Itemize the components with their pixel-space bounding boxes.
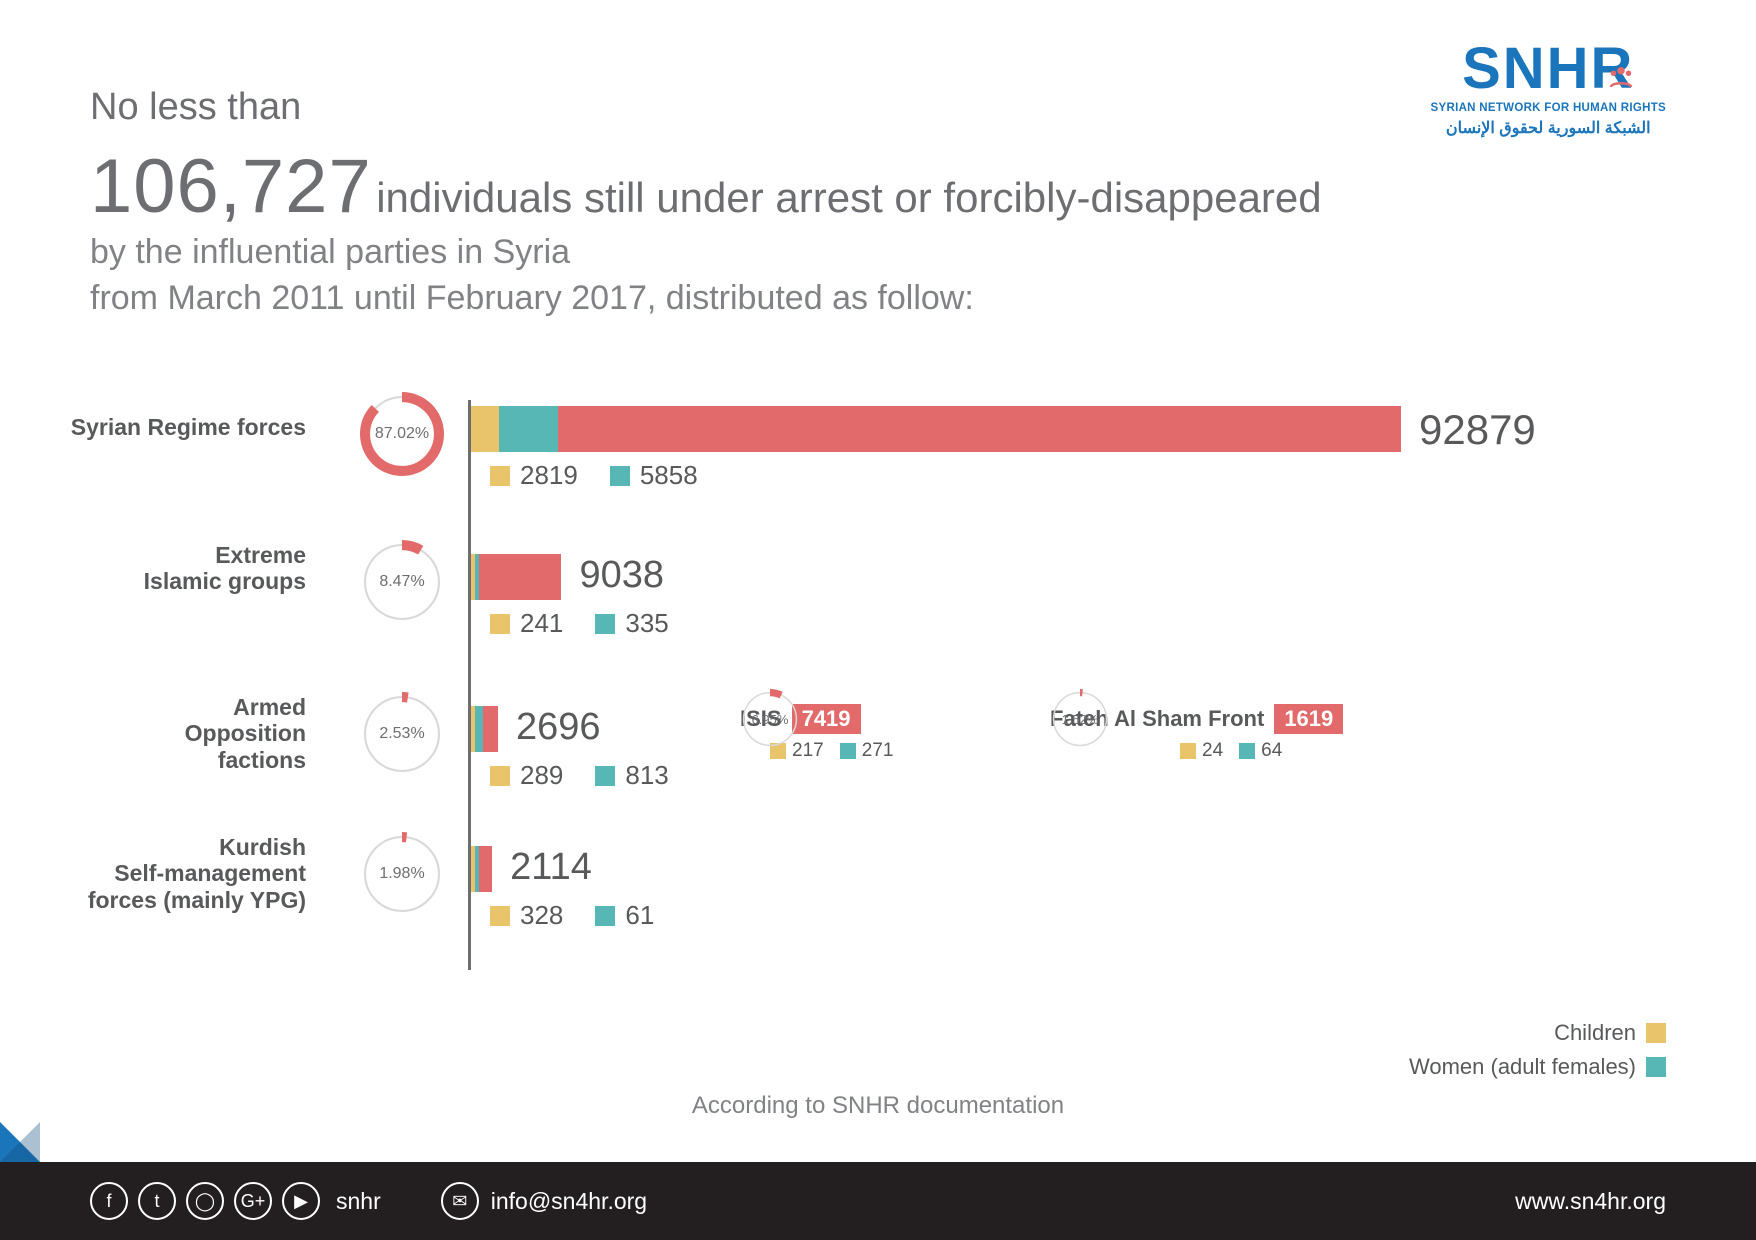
- headline-number: 106,727: [90, 144, 372, 229]
- row-breakdown: 328 61: [490, 900, 654, 931]
- headline-prefix: No less than: [90, 86, 1322, 129]
- donut-pct: 2.53%: [360, 692, 444, 776]
- headline-rest: individuals still under arrest or forcib…: [376, 174, 1321, 221]
- legend-women-swatch: [1646, 1057, 1666, 1077]
- headline-line2: by the influential parties in Syria: [90, 230, 1322, 276]
- legend-women-label: Women (adult females): [1409, 1054, 1636, 1080]
- donut-pct: 1.52%: [1050, 689, 1110, 749]
- category-label: ArmedOppositionfactions: [185, 694, 306, 773]
- chart-area: Syrian Regime forces 87.02% 92879 2819 5…: [0, 400, 1756, 1000]
- legend-children-swatch: [1646, 1023, 1666, 1043]
- subgroup-total: 7419: [792, 704, 861, 734]
- email-icon: ✉: [441, 1182, 479, 1220]
- row-total: 92879: [1419, 406, 1536, 454]
- category-label: ExtremeIslamic groups: [144, 542, 306, 595]
- donut-pct: 8.47%: [360, 540, 444, 624]
- logo-arabic: الشبكة السورية لحقوق الإنسان: [1431, 118, 1666, 138]
- row-total: 9038: [579, 554, 664, 597]
- source-note: According to SNHR documentation: [0, 1092, 1756, 1120]
- row-total: 2114: [510, 846, 592, 889]
- bar-total: [479, 846, 492, 892]
- logo-subtitle: SYRIAN NETWORK FOR HUMAN RIGHTS: [1431, 102, 1666, 114]
- instagram-icon[interactable]: ◯: [186, 1182, 224, 1220]
- row-breakdown: 2819 5858: [490, 460, 698, 491]
- subgroup-total: 1619: [1274, 704, 1343, 734]
- headline-block: No less than 106,727 individuals still u…: [90, 86, 1322, 322]
- bar-children: [471, 406, 499, 452]
- bar-women: [475, 706, 483, 752]
- subgroup: Fateh Al Sham Front 1619 1.52% 24 64: [1050, 704, 1343, 762]
- row-breakdown: 241 335: [490, 608, 669, 639]
- category-label: Syrian Regime forces: [71, 414, 306, 440]
- footer-email: info@sn4hr.org: [491, 1188, 647, 1215]
- subgroup: ISIS 7419 6.95% 217 271: [740, 704, 893, 762]
- facebook-icon[interactable]: f: [90, 1182, 128, 1220]
- googleplus-icon[interactable]: G+: [234, 1182, 272, 1220]
- bar-total: [558, 406, 1401, 452]
- row-breakdown: 289 813: [490, 760, 669, 791]
- logo-people-icon: [1606, 62, 1636, 92]
- bar-total: [479, 554, 561, 600]
- bar-total: [483, 706, 498, 752]
- donut-pct: 6.95%: [740, 689, 800, 749]
- donut-pct: 1.98%: [360, 832, 444, 916]
- legend: Children Women (adult females): [1409, 1020, 1666, 1088]
- footer-site: www.sn4hr.org: [1515, 1188, 1666, 1215]
- row-total: 2696: [516, 706, 601, 749]
- footer-handle: snhr: [336, 1188, 381, 1215]
- footer: ft ◯ G+ ▶ snhr ✉ info@sn4hr.org www.sn4hr.o…: [0, 1162, 1756, 1240]
- snhr-logo: SNHR SYRIAN NETWORK FOR HUMAN RIGHTS الش…: [1431, 40, 1666, 138]
- category-label: KurdishSelf-managementforces (mainly YPG…: [88, 834, 306, 913]
- youtube-icon[interactable]: ▶: [282, 1182, 320, 1220]
- bar-women: [499, 406, 558, 452]
- footer-corner-accent: [0, 1122, 40, 1162]
- headline-line3: from March 2011 until February 2017, dis…: [90, 276, 1322, 322]
- legend-children-label: Children: [1554, 1020, 1636, 1046]
- twitter-icon[interactable]: t: [138, 1182, 176, 1220]
- donut-pct: 87.02%: [360, 392, 444, 476]
